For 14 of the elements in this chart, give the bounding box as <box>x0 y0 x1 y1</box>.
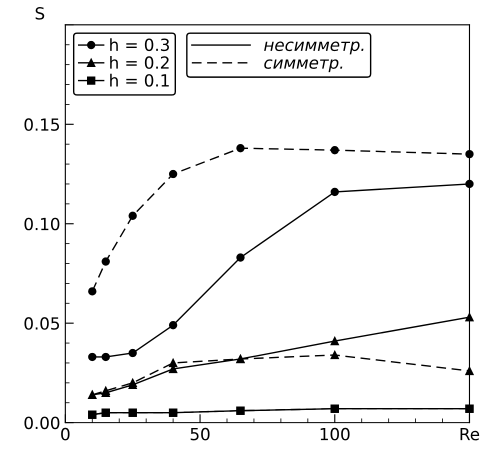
legend-label: h = 0.2 <box>110 56 169 69</box>
x-tick-label: 100 <box>320 428 350 440</box>
y-tick-label: 0.10 <box>24 218 60 230</box>
x-tick-label: 0 <box>61 428 70 440</box>
y-tick-label: 0.00 <box>24 416 60 430</box>
legend-label: h = 0.3 <box>110 38 169 52</box>
y-tick-label: 0.15 <box>24 118 60 131</box>
annotation: симметр. <box>264 59 342 72</box>
x-tick-label: 50 <box>190 428 210 440</box>
y-tick-label: 0.05 <box>24 317 60 330</box>
x-tick-label: Re <box>460 428 480 440</box>
annotation: несимметр. <box>264 42 364 54</box>
y-axis-title: S <box>36 7 44 20</box>
legend-label: h = 0.1 <box>110 74 169 87</box>
